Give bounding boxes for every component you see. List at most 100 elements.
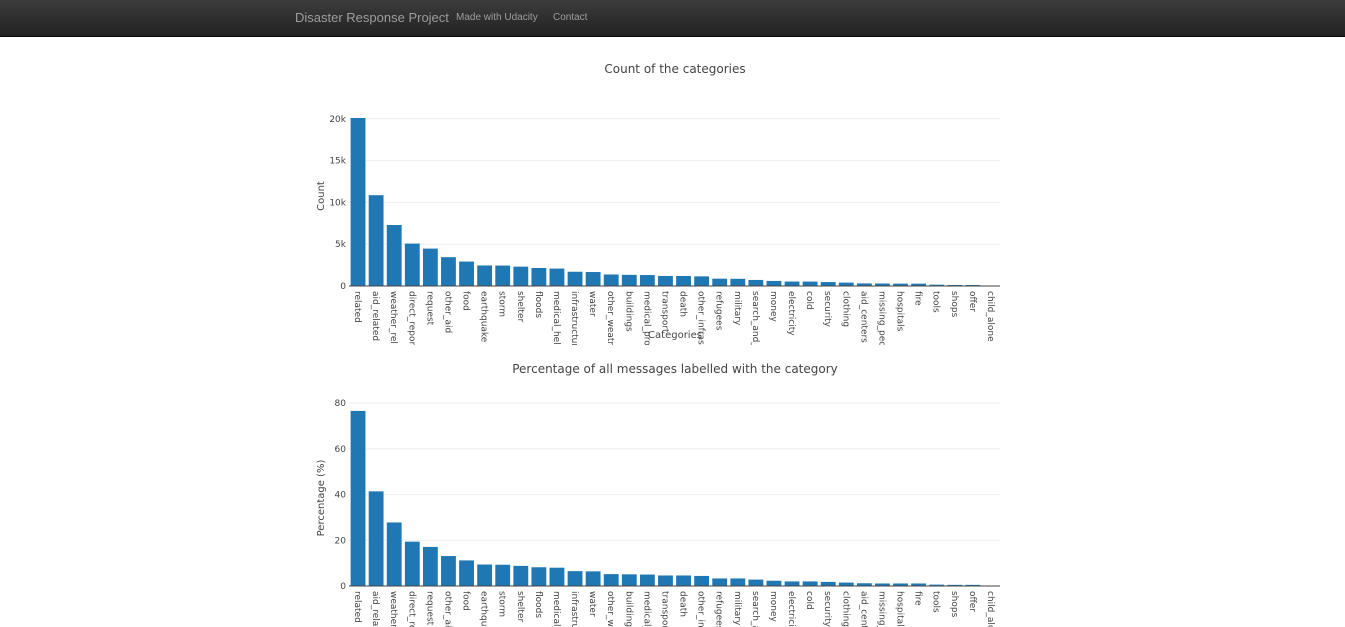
x-tick-label: missing_ [876,591,886,627]
bar-refugees [712,278,728,286]
x-tick-label: other_weatr [605,291,615,345]
x-tick-label: related [352,591,362,623]
x-tick-label: security [822,291,832,328]
bar-security [820,282,836,286]
bar-shelter [513,565,529,586]
x-tick-label: request [424,591,434,626]
x-tick-label: other_aid [442,291,452,333]
bar-other_we [603,574,619,586]
y-tick-label: 80 [335,399,347,409]
chart-title: Count of the categories [604,62,745,76]
bar-other_infras [694,276,710,286]
x-tick-label: electricity [786,591,796,627]
nav-link-contact[interactable]: Contact [553,12,588,23]
nav-link-udacity[interactable]: Made with Udacity [456,12,538,23]
x-tick-label: medical_ [641,591,651,627]
bar-tools [929,284,945,286]
bar-infrastru [567,571,583,586]
bar-shelter [513,266,529,286]
y-tick-label: 0 [340,282,346,292]
x-tick-label: food [461,291,471,311]
x-tick-label: tools [931,291,941,313]
x-tick-label: money [768,291,778,323]
bar-military [730,278,746,286]
percentage-chart: Percentage of all messages labelled with… [316,362,1000,627]
x-tick-label: military [732,591,742,626]
x-axis-label: Categories [648,330,702,341]
x-tick-label: shops [949,291,959,318]
bar-related [350,118,366,286]
x-tick-label: other_aic [442,591,452,627]
x-tick-label: refugees [714,591,724,627]
bar-request [422,248,438,286]
bar-missing_ [875,583,890,586]
x-tick-label: related [352,291,362,323]
bar-buildings [621,274,637,286]
x-tick-label: cold [804,591,814,610]
brand-link[interactable]: Disaster Response Project [295,10,449,25]
bar-missing_pec [875,283,890,286]
x-tick-label: search_a [750,591,760,627]
bar-electricity [784,281,800,286]
bar-death [676,276,691,286]
x-tick-label: search_and_ [750,291,760,345]
bar-aid_centers [856,283,872,286]
bar-fire [911,283,927,286]
bar-shops [947,584,963,586]
x-tick-label: direct_repor [406,291,416,345]
x-tick-label: shops [949,591,959,618]
x-tick-label: offer [967,291,977,312]
x-tick-label: hospitals [895,591,905,627]
bar-shops [947,284,963,286]
x-tick-label: earthquake [479,291,489,343]
x-tick-label: buildings [623,591,633,627]
x-tick-label: other_we [605,591,615,627]
bar-death [676,575,691,586]
bar-aid_related [368,195,384,286]
x-tick-label: hospitals [895,291,905,332]
bar-direct_re [404,541,420,586]
bar-offer [965,584,981,586]
x-tick-label: military [732,291,742,326]
bar-other_aid [441,257,456,286]
x-tick-label: floods [533,591,543,618]
x-tick-label: child_alo [985,591,995,627]
x-tick-label: storm [497,591,507,617]
x-tick-label: aid_cente [858,591,868,627]
x-tick-label: weather_rel [388,291,398,344]
bar-water [585,571,601,586]
x-tick-label: cold [804,291,814,310]
bar-other_aic [441,556,456,586]
y-axis-label: Count [316,181,327,211]
x-tick-label: water [587,591,597,617]
bar-storm [495,564,511,586]
bar-weather_rel [386,224,402,286]
x-tick-label: medical_ [551,591,561,627]
x-tick-label: infrastru [569,591,579,627]
bar-earthquake [477,265,493,286]
bar-other_weatr [603,274,619,286]
y-axis-label: Percentage (%) [316,460,327,537]
x-tick-label: medical_hel [551,291,561,345]
bar-clothing [838,282,854,286]
bar-weather_ [386,522,402,586]
x-tick-label: clothing [840,291,850,327]
y-tick-label: 10k [329,198,346,208]
bar-floods [531,567,547,586]
chart-title: Percentage of all messages labelled with… [512,362,838,376]
bar-direct_repor [404,243,420,286]
x-tick-label: transport [659,591,669,627]
x-tick-label: aid_centers [858,291,868,343]
bar-electricity [784,581,800,586]
y-tick-label: 5k [335,240,347,250]
x-tick-label: storm [497,291,507,317]
bar-fire [911,583,927,586]
x-tick-label: shelter [515,591,525,622]
y-tick-label: 20 [335,536,347,546]
bar-aid_cente [856,583,872,586]
bar-medical_ [549,567,565,586]
x-tick-label: refugees [714,291,724,331]
y-tick-label: 15k [329,157,346,167]
x-tick-label: fire [913,291,923,306]
y-tick-label: 0 [340,582,346,592]
